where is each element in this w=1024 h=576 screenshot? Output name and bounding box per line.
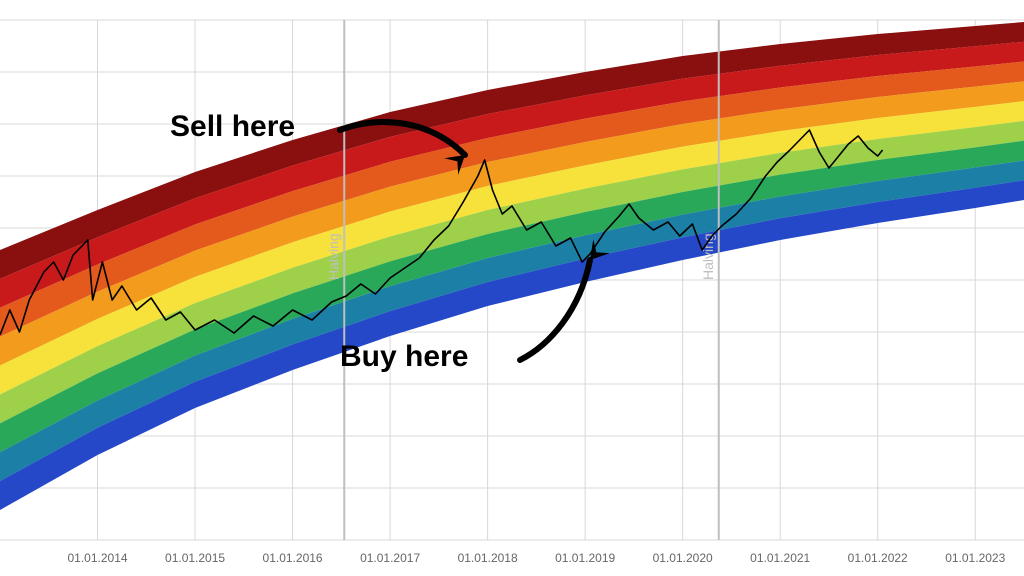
x-tick-label: 01.01.2020 — [653, 551, 713, 565]
halving-label: Halving — [325, 233, 341, 280]
x-tick-label: 01.01.2018 — [458, 551, 518, 565]
x-tick-label: 01.01.2015 — [165, 551, 225, 565]
halving-label: Halving — [700, 233, 716, 280]
x-tick-label: 01.01.2016 — [263, 551, 323, 565]
annotation-text: Sell here — [170, 110, 295, 144]
x-tick-label: 01.01.2017 — [360, 551, 420, 565]
x-tick-label: 01.01.2022 — [848, 551, 908, 565]
annotation-text: Buy here — [340, 340, 468, 374]
x-tick-label: 01.01.2023 — [945, 551, 1005, 565]
x-tick-label: 01.01.2019 — [555, 551, 615, 565]
x-tick-label: 01.01.2014 — [67, 551, 127, 565]
x-tick-label: 01.01.2021 — [750, 551, 810, 565]
rainbow-chart: Halving Halving 01.01.2014 01.01.2015 01.01.… — [0, 0, 1024, 576]
